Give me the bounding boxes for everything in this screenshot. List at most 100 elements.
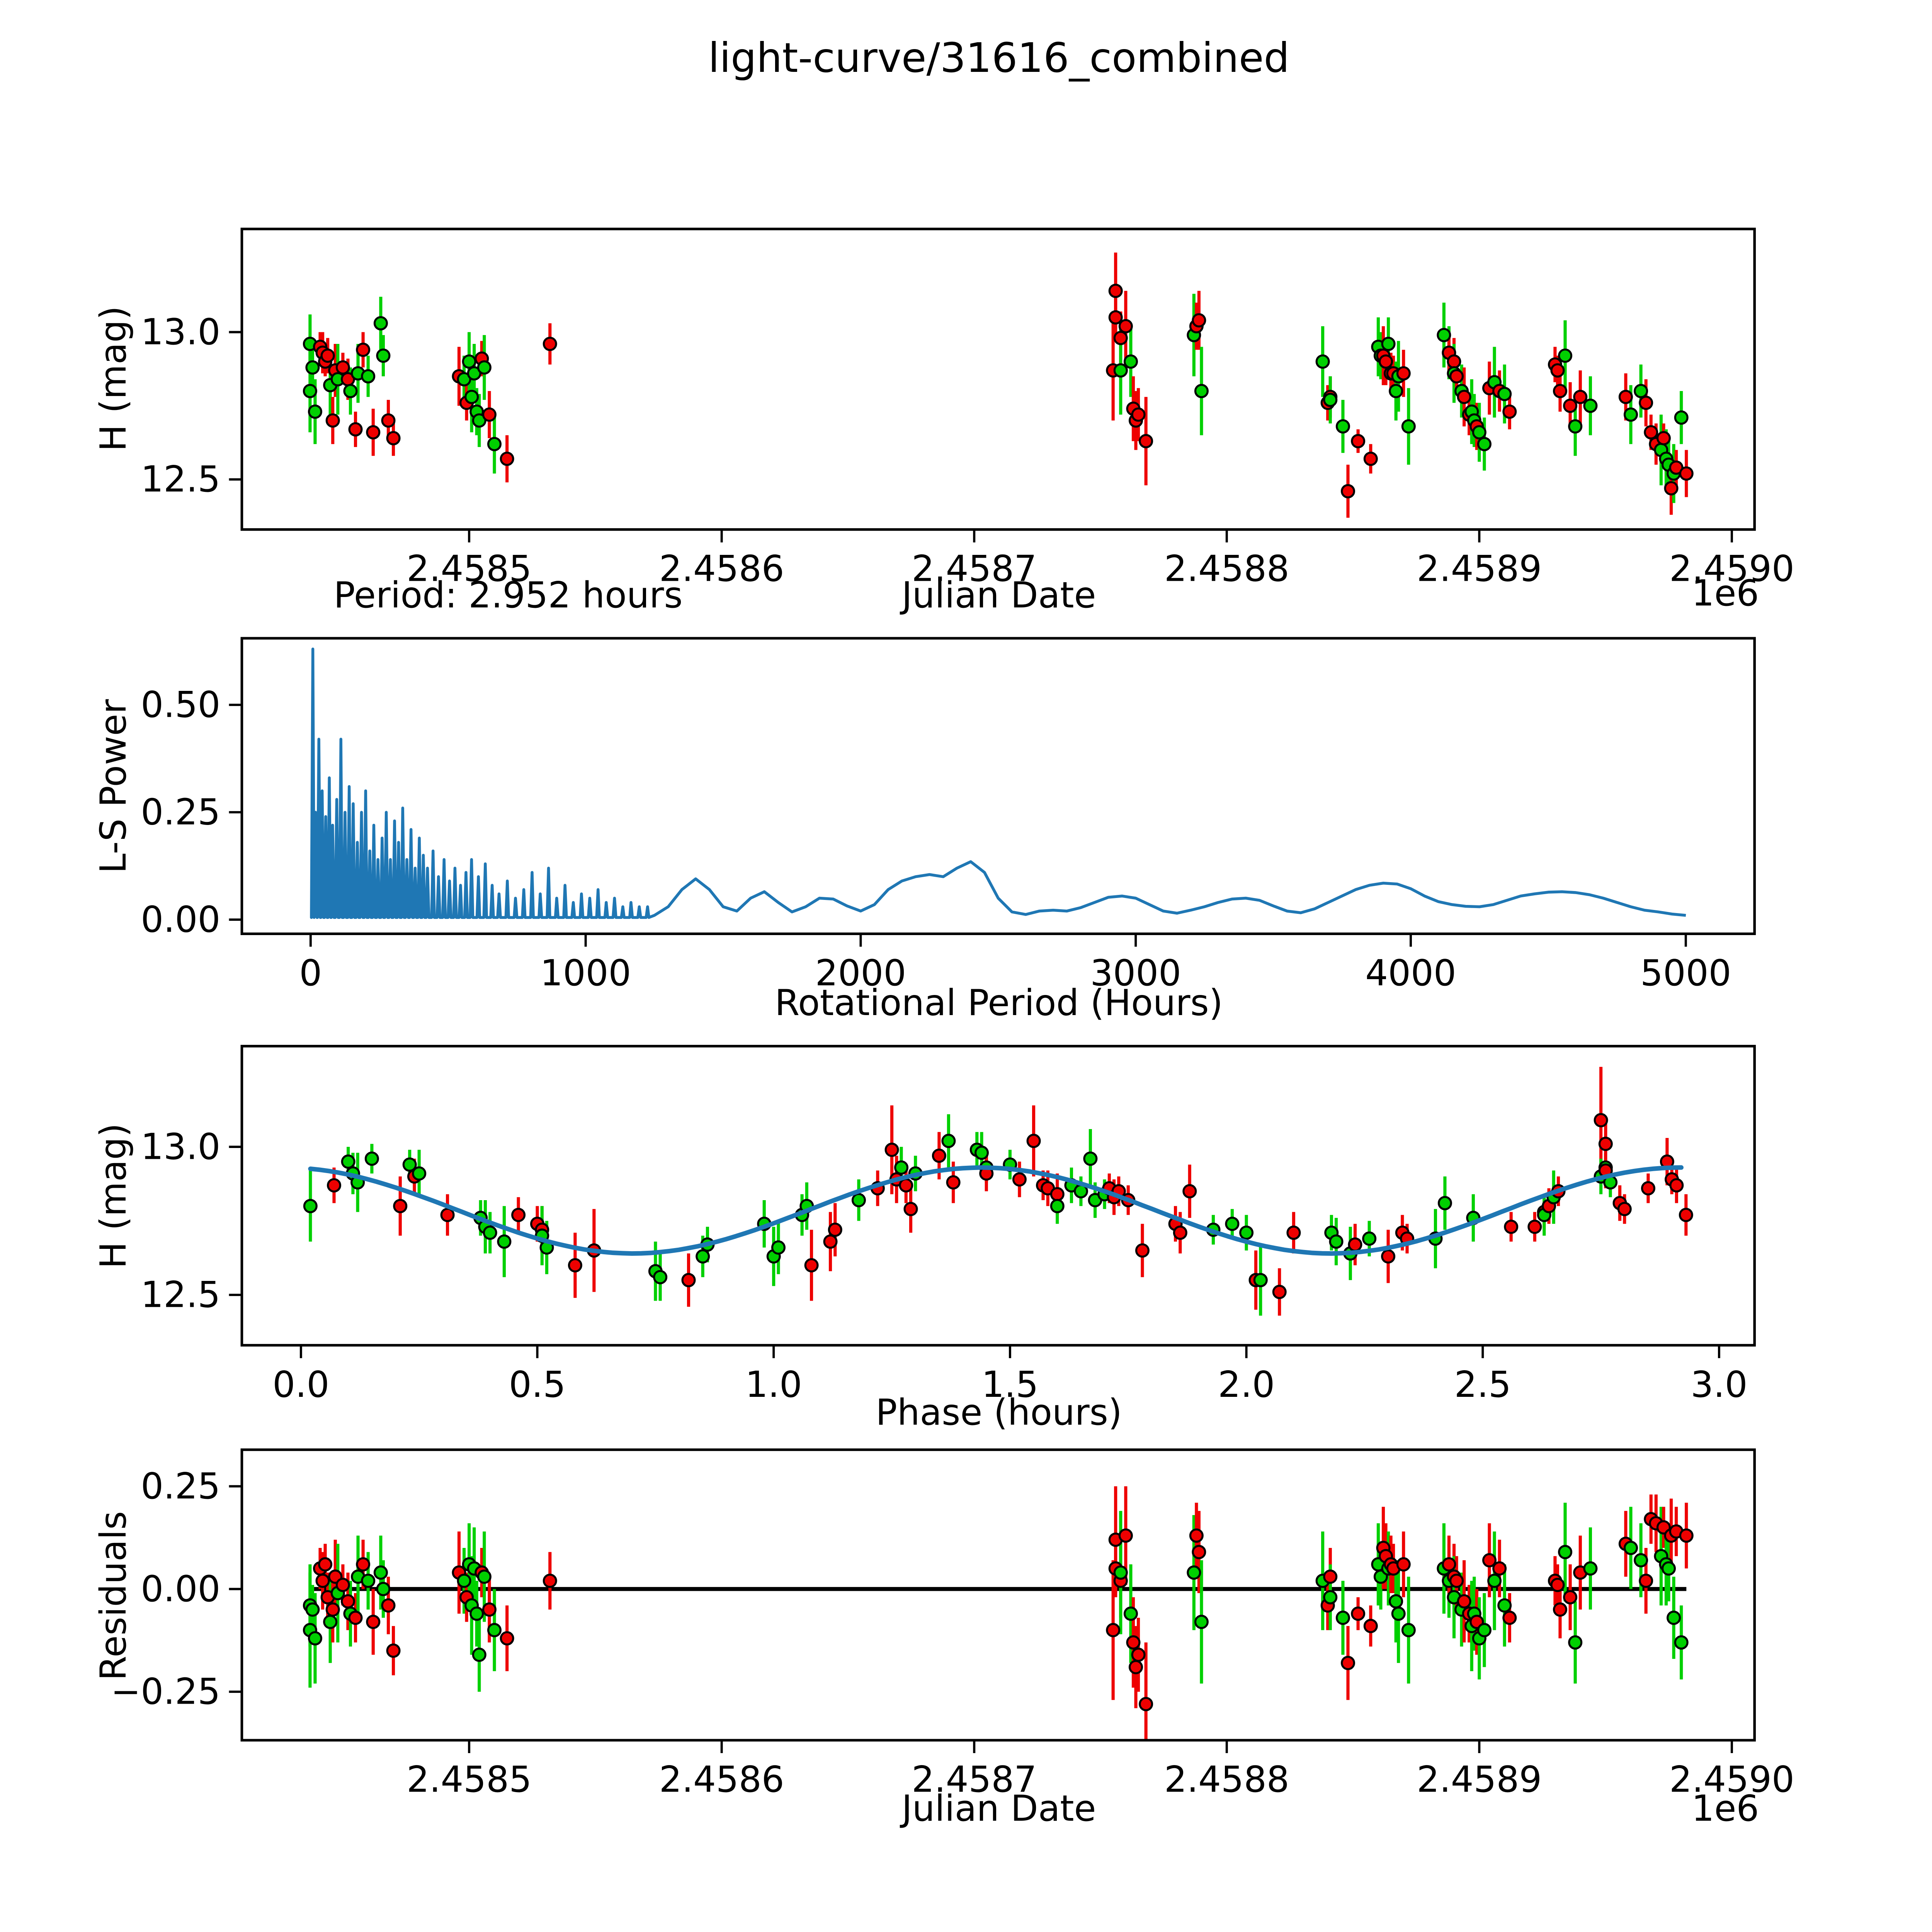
panel-content-residuals: [303, 1486, 1694, 1740]
xlabel-lightcurve: Julian Date: [901, 574, 1096, 616]
data-point: [1550, 363, 1565, 378]
data-point: [1634, 384, 1648, 398]
data-point: [402, 1157, 417, 1172]
data-point: [393, 1199, 408, 1213]
x-tick-label: 1000: [540, 952, 631, 994]
data-point: [1623, 407, 1638, 422]
data-point: [472, 1647, 486, 1662]
panel-content-phased: [303, 1067, 1693, 1316]
offset-label-residuals: 1e6: [1691, 1787, 1759, 1829]
data-point: [828, 1223, 842, 1237]
data-point: [1656, 431, 1671, 446]
data-point: [348, 1611, 363, 1625]
data-point: [1679, 1528, 1694, 1543]
data-point: [1351, 1606, 1366, 1621]
data-point: [1050, 1187, 1065, 1202]
data-point: [804, 1258, 819, 1273]
data-point: [974, 1145, 989, 1160]
data-point: [1192, 1545, 1206, 1560]
data-point: [823, 1234, 838, 1249]
data-point: [1182, 1184, 1197, 1199]
data-point: [376, 1582, 391, 1596]
data-point: [1492, 1561, 1507, 1576]
data-point: [323, 1614, 338, 1629]
data-point: [1335, 1611, 1350, 1625]
data-point: [1118, 1528, 1133, 1543]
x-tick-label: 4000: [1365, 952, 1456, 994]
data-point: [381, 413, 396, 428]
data-point: [903, 1202, 918, 1216]
data-point: [1329, 1234, 1344, 1249]
x-tick-label: 2000: [815, 952, 906, 994]
data-point: [305, 1602, 320, 1617]
data-point: [1389, 384, 1403, 398]
data-point: [1617, 1202, 1632, 1216]
data-point: [487, 437, 502, 451]
data-point: [1286, 1225, 1301, 1240]
data-point: [932, 1148, 946, 1163]
data-point: [464, 389, 479, 404]
y-tick-label: 12.5: [141, 1274, 220, 1316]
data-point: [335, 1578, 350, 1592]
data-point: [1118, 319, 1133, 333]
data-point: [1674, 410, 1689, 425]
data-point: [1362, 1231, 1377, 1246]
x-tick-label: 2.4589: [1417, 548, 1542, 590]
data-point: [1623, 1541, 1638, 1555]
x-tick-label: 2.4586: [659, 1759, 784, 1800]
data-point: [1558, 348, 1573, 363]
xlabel-periodogram: Rotational Period (Hours): [775, 982, 1223, 1024]
data-point: [335, 360, 350, 375]
data-point: [1639, 1573, 1653, 1588]
data-point: [653, 1270, 668, 1284]
data-point: [1553, 384, 1568, 398]
data-point: [469, 1606, 484, 1621]
data-point: [1667, 1611, 1681, 1625]
data-point: [327, 1178, 342, 1193]
data-point: [1472, 425, 1486, 440]
axes-frame: [240, 637, 1756, 935]
data-point: [1664, 481, 1679, 496]
x-tick-label: 3.0: [1690, 1364, 1747, 1405]
data-point: [373, 316, 388, 331]
data-point: [308, 404, 322, 419]
data-point: [1131, 407, 1146, 422]
panel-periodogram: 0 1000 2000 3000 4000 5000 0.00 0.25 0.50: [141, 637, 1756, 994]
x-tick-label: 2.4587: [912, 1759, 1037, 1800]
y-tick-label: 0.25: [141, 791, 220, 833]
data-point: [1482, 1553, 1497, 1568]
data-point: [1391, 1606, 1406, 1621]
data-point: [899, 1178, 913, 1193]
data-point: [771, 1240, 786, 1255]
data-point: [1192, 313, 1206, 328]
data-point: [681, 1273, 696, 1287]
data-point: [1504, 1219, 1519, 1234]
data-point: [1123, 1606, 1138, 1621]
data-point: [1340, 484, 1355, 498]
data-point: [341, 1154, 355, 1169]
xlabel-residuals: Julian Date: [901, 1787, 1096, 1829]
data-point: [1583, 398, 1598, 413]
data-point: [946, 1175, 961, 1190]
data-point: [1012, 1172, 1027, 1187]
panel-content-periodogram: [310, 647, 1686, 919]
data-point: [1381, 337, 1396, 351]
data-point: [373, 1565, 388, 1580]
periodogram-curve: [310, 647, 1686, 919]
data-point: [482, 1602, 497, 1617]
data-point: [1502, 404, 1517, 419]
data-point: [1568, 1635, 1583, 1650]
data-point: [381, 1598, 396, 1613]
data-point: [343, 384, 358, 398]
data-point: [1194, 1614, 1209, 1629]
data-point: [1679, 466, 1694, 481]
data-point: [1323, 1569, 1338, 1584]
data-point: [1123, 354, 1138, 369]
data-point: [1396, 1557, 1411, 1572]
data-point: [315, 1573, 330, 1588]
data-point: [364, 1151, 379, 1166]
data-point: [325, 413, 340, 428]
data-point: [1396, 366, 1411, 381]
data-point: [356, 342, 371, 357]
data-point: [1598, 1136, 1613, 1151]
